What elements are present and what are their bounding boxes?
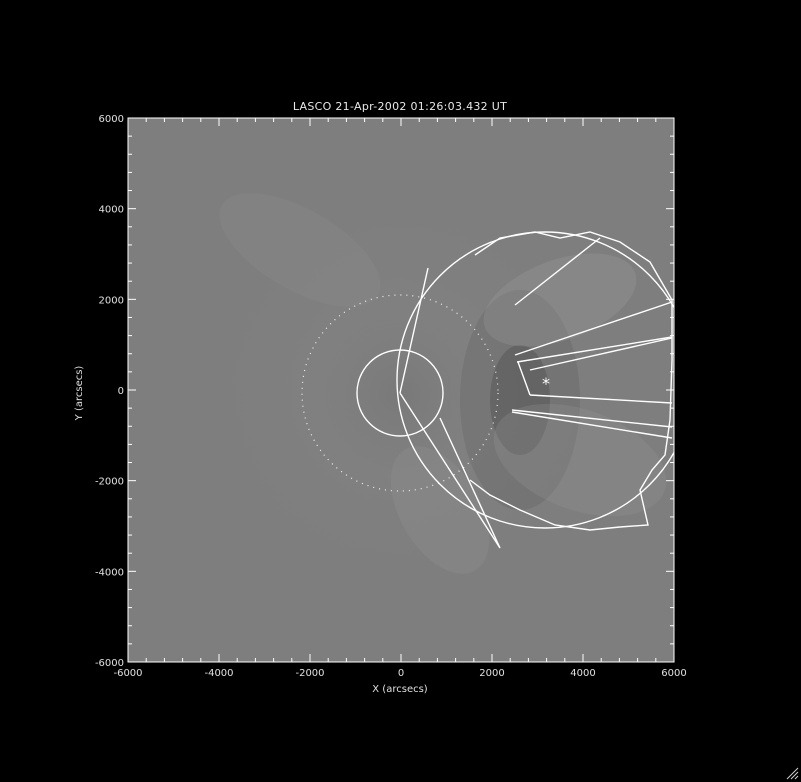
y-tick-label: -4000	[95, 567, 124, 578]
x-tick-label: -4000	[204, 668, 233, 679]
x-axis-label: X (arcsecs)	[372, 684, 428, 695]
x-tick-label: 0	[398, 668, 404, 679]
event-marker: *	[542, 374, 550, 393]
x-tick-label: -6000	[113, 668, 142, 679]
cme-fan-1	[514, 237, 601, 306]
y-axis-label: Y (arcsecs)	[74, 366, 85, 422]
overlay-contours	[301, 231, 674, 549]
cme-fan-5	[529, 394, 673, 404]
x-tick-label: -2000	[295, 668, 324, 679]
plot-title: LASCO 21-Apr-2002 01:26:03.432 UT	[293, 100, 507, 113]
cme-ray-lower	[399, 392, 501, 549]
y-tick-label: 6000	[99, 114, 124, 125]
cme-fan-4	[529, 337, 673, 371]
cme-circle	[396, 231, 674, 529]
cme-fan-7	[511, 411, 673, 439]
x-tick-label: 4000	[570, 668, 595, 679]
cme-fan-6	[511, 409, 673, 428]
y-tick-label: 0	[118, 386, 124, 397]
y-tick-label: 4000	[99, 205, 124, 216]
y-tick-label: -2000	[95, 477, 124, 488]
occulter-dotted-ring	[301, 294, 499, 492]
resize-grip-icon[interactable]	[785, 766, 799, 780]
y-tick-label: -6000	[95, 658, 124, 669]
cme-fan-3	[516, 336, 673, 363]
coronagraph-image	[128, 118, 674, 662]
cme-fan-8	[517, 361, 531, 396]
x-tick-label: 6000	[661, 668, 686, 679]
cme-ray-left	[399, 267, 429, 394]
y-tick-label: 2000	[99, 295, 124, 306]
axis-ticks: -6000 -4000 -2000 0 2000 4000 6000 6000 4000 2000…	[95, 114, 687, 679]
cme-fan-2	[514, 301, 673, 356]
x-tick-label: 2000	[479, 668, 504, 679]
